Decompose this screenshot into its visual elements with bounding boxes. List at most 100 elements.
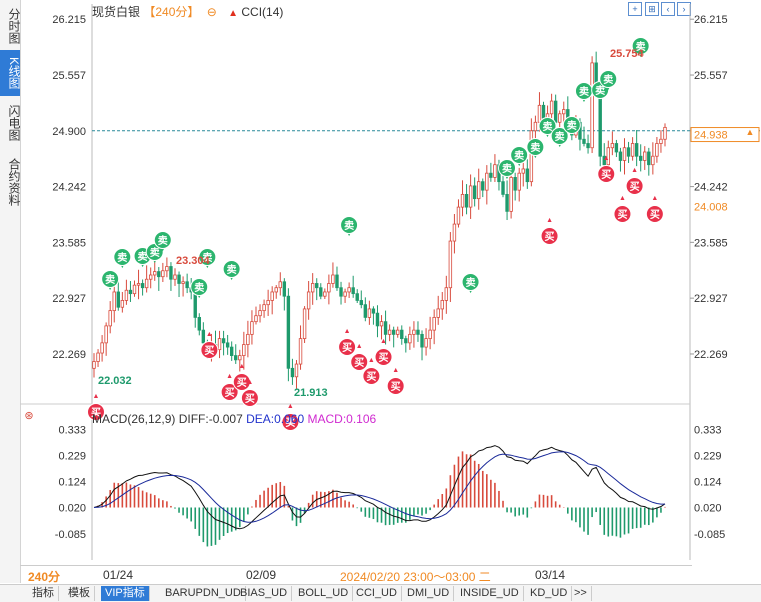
candle-body <box>327 283 331 293</box>
candle-body <box>630 143 635 157</box>
tab-vip-indicator[interactable]: VIP指标 <box>101 586 150 601</box>
buy-marker: ▲买 <box>338 328 357 356</box>
buy-label: 买 <box>391 381 401 393</box>
price-tick-label-left: 25.557 <box>52 70 86 82</box>
buy-label: 买 <box>285 417 295 429</box>
candle-body <box>493 164 497 178</box>
tab-cci[interactable]: CCI_UD <box>352 586 402 601</box>
sell-marker: ▼卖 <box>538 117 557 139</box>
candle-body <box>541 104 546 119</box>
candle-body <box>622 147 627 161</box>
tab-boll[interactable]: BOLL_UD <box>294 586 354 601</box>
sell-arrow-icon: ▼ <box>204 263 211 270</box>
buy-arrow-icon: ▲ <box>546 217 553 224</box>
tab-barupdn[interactable]: BARUPDN_UD <box>161 586 246 601</box>
macd-tick-label-left: -0.085 <box>55 529 86 541</box>
sell-arrow-icon: ▼ <box>637 52 644 59</box>
tab-dmi[interactable]: DMI_UD <box>403 586 455 601</box>
date-label-1: 01/24 <box>103 568 134 582</box>
candle-body <box>436 308 440 318</box>
candle-body <box>424 338 428 348</box>
candle-body <box>225 342 230 348</box>
candle-body <box>634 143 639 157</box>
macd-diff: DIFF:-0.007 <box>178 412 243 426</box>
period-badge[interactable]: 240分 <box>28 570 61 584</box>
sell-marker: ▼卖 <box>461 273 480 295</box>
candle-body <box>606 147 611 166</box>
zoom-out-icon[interactable]: + <box>628 2 642 16</box>
candle-body <box>347 287 351 293</box>
tab-indicator[interactable]: 指标 <box>28 586 59 601</box>
sell-label: 卖 <box>567 119 577 132</box>
candle-body <box>533 121 538 132</box>
sell-circle <box>498 159 517 177</box>
macd-tick-label-right: -0.085 <box>694 529 725 541</box>
buy-marker: ▲买 <box>362 357 381 385</box>
sell-arrow-icon: ▼ <box>544 132 551 139</box>
candle-body <box>274 287 278 293</box>
candle-body <box>351 287 355 295</box>
buy-label: 买 <box>601 169 611 181</box>
candle-body <box>375 312 380 327</box>
buy-marker: ▲买 <box>625 167 644 195</box>
candle-body <box>185 281 189 289</box>
buy-label: 买 <box>204 345 214 357</box>
sell-circle <box>510 146 529 164</box>
candle-body <box>464 193 469 208</box>
candle-body <box>161 270 165 278</box>
sell-label: 卖 <box>194 281 204 294</box>
settings-circle-icon[interactable]: ⊖ <box>206 5 217 19</box>
buy-label: 买 <box>630 181 640 193</box>
candle-body <box>549 100 554 115</box>
macd-params: MACD(26,12,9) <box>92 412 176 426</box>
candle-body <box>643 151 647 161</box>
candle-body <box>221 338 226 344</box>
time-axis: 240分 01/24 02/09 2024/02/20 23:00～03:00 … <box>20 565 692 584</box>
candle-body <box>408 333 412 344</box>
sell-arrow-icon: ▼ <box>159 246 166 253</box>
candle-body <box>278 281 282 289</box>
candle-body <box>590 62 594 149</box>
candle-body <box>169 266 173 280</box>
last-price-tag <box>690 127 760 143</box>
tab-kline[interactable]: K线图 <box>0 50 21 96</box>
candle-body <box>298 338 303 365</box>
price-tick-label-left: 24.242 <box>52 182 86 194</box>
candle-body <box>335 274 339 289</box>
buy-arrow-icon: ▲ <box>631 167 638 174</box>
candle-body <box>157 271 161 278</box>
zoom-in-icon[interactable]: ⊞ <box>645 2 659 16</box>
tab-bias[interactable]: BIAS_UD <box>236 586 293 601</box>
tab-contract-info[interactable]: 合约资料 <box>7 158 21 206</box>
candle-body <box>136 283 141 286</box>
price-tick-label-left: 23.585 <box>52 237 86 249</box>
candle-body <box>173 274 177 280</box>
candle-body <box>396 329 400 335</box>
candle-body <box>201 329 206 344</box>
candle-body <box>416 329 420 335</box>
tab-inside[interactable]: INSIDE_UD <box>456 586 524 601</box>
buy-arrow-icon: ▲ <box>93 393 100 400</box>
scroll-left-icon[interactable]: ‹ <box>661 2 675 16</box>
tab-intraday[interactable]: 分时图 <box>7 8 21 44</box>
buy-label: 买 <box>245 393 255 405</box>
buy-circle <box>645 205 664 223</box>
chart-canvas[interactable]: ⊛ 26.21526.21525.55725.55724.90024.90024… <box>0 0 761 565</box>
candle-body <box>367 308 372 318</box>
indicator-label[interactable]: CCI(14) <box>241 5 284 19</box>
buy-marker: ▲买 <box>540 217 559 245</box>
candle-body <box>294 363 299 378</box>
buy-marker: ▲买 <box>281 403 300 431</box>
sell-marker: ▼卖 <box>153 231 172 253</box>
price-tick-label-left: 22.269 <box>52 349 86 361</box>
sell-arrow-icon: ▼ <box>196 293 203 300</box>
sell-circle <box>599 70 618 88</box>
tab-more[interactable]: >> <box>570 586 592 601</box>
candle-body <box>432 317 436 331</box>
period-label[interactable]: 【240分】 <box>143 5 200 19</box>
tab-template[interactable]: 模板 <box>64 586 95 601</box>
price-tick-label-right: 22.269 <box>694 349 728 361</box>
tab-lightning[interactable]: 闪电图 <box>7 105 21 141</box>
tab-kd[interactable]: KD_UD <box>526 586 573 601</box>
price-tick-label-right: 24.242 <box>694 182 728 194</box>
